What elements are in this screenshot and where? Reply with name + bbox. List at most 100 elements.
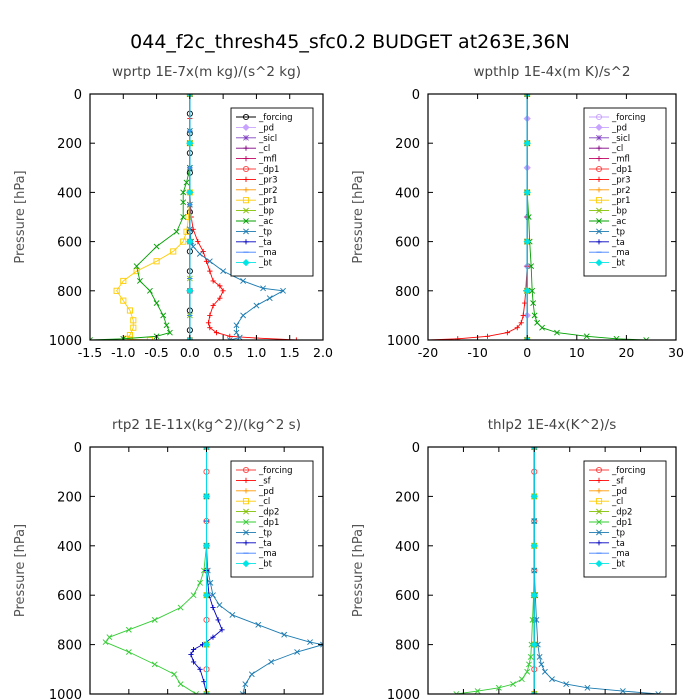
legend-marker_bt — [242, 559, 250, 568]
y-tick-label: 200 — [57, 137, 82, 152]
data-point_pr1 — [183, 228, 190, 235]
legend-marker_ta — [243, 540, 249, 546]
x-tick-label: 30 — [668, 345, 684, 360]
y-tick-label: 1000 — [387, 688, 420, 700]
data-point_pr3 — [293, 337, 299, 340]
chart-panel-3: rtp2 1E-11x(kg^2)/(kg^2 s) Pressure [hPa]… — [13, 417, 333, 700]
data-point_bt — [186, 237, 194, 246]
data-point_pr1 — [113, 287, 120, 294]
data-point_ac — [180, 189, 187, 196]
data-point_tp — [619, 688, 626, 694]
y-tick-label: 400 — [57, 540, 82, 555]
legend-marker_mfl — [596, 156, 602, 162]
data-point_pr3 — [217, 283, 223, 289]
data-point_pr1 — [130, 317, 137, 324]
legend-marker_pr3 — [243, 176, 249, 182]
legend-entry: _cl — [611, 497, 623, 507]
legend-entry: _bp — [611, 207, 627, 217]
data-point_ac — [153, 243, 160, 250]
data-point_ac — [531, 312, 538, 319]
data-point_tp — [280, 287, 286, 294]
legend-entry: _tp — [258, 227, 272, 237]
data-point_ta — [190, 659, 197, 665]
legend-marker_dp1 — [243, 519, 249, 525]
data-point_ac — [160, 312, 167, 319]
legend-entry: _pr1 — [258, 196, 278, 206]
data-point_pr1 — [126, 307, 133, 314]
y-tick-label: 1000 — [49, 334, 82, 349]
data-point_pr3 — [207, 325, 213, 331]
data-point_ac — [166, 329, 173, 336]
legend-entry: _pd — [611, 123, 627, 133]
legend-entry: _dp2 — [611, 508, 632, 518]
legend-entry: _pr3 — [258, 175, 278, 185]
data-point_tp — [226, 337, 233, 340]
data-point_ac — [528, 263, 535, 270]
data-point_ac — [163, 322, 170, 329]
y-tick-label: 400 — [57, 186, 82, 201]
data-point_pr3 — [203, 258, 210, 264]
y-tick-label: 200 — [395, 137, 420, 152]
legend-marker_pd — [242, 123, 250, 132]
data-point_tp — [229, 612, 236, 618]
legend-marker_dp1 — [595, 165, 603, 173]
legend-marker_ta — [243, 239, 249, 245]
data-point_dp1 — [453, 691, 460, 694]
legend-entry: _bt — [258, 259, 273, 269]
data-point_bt — [523, 287, 531, 295]
legend-marker_pd — [243, 488, 249, 494]
panel-title: thlp2 1E-4x(K^2)/s — [488, 417, 617, 433]
y-tick-label: 0 — [74, 441, 82, 456]
data-point_pr3 — [200, 248, 206, 255]
legend-entry: _bp — [258, 207, 274, 217]
data-point_tp — [239, 691, 246, 694]
legend-marker_mfl — [243, 156, 249, 162]
legend-marker_tp — [243, 529, 249, 536]
data-point_ac — [613, 335, 620, 340]
legend-entry: _ma — [258, 248, 277, 258]
data-point_dp1 — [190, 592, 197, 599]
y-tick-label: 800 — [395, 285, 420, 300]
data-point_dp1 — [526, 661, 532, 668]
data-point_ac — [180, 199, 187, 206]
data-point_tp — [584, 684, 591, 691]
y-tick-label: 800 — [57, 639, 82, 654]
data-point_tp — [294, 649, 301, 655]
plot-frame — [427, 93, 677, 341]
legend-marker_pr1 — [595, 197, 603, 204]
legend-marker_sf — [596, 477, 602, 483]
legend-marker_forcing — [242, 466, 250, 474]
data-point_bt — [530, 640, 538, 649]
data-point_bt — [186, 188, 194, 197]
data-point_ac — [529, 287, 536, 294]
data-point_ta — [210, 604, 216, 611]
x-tick-label: 0.5 — [213, 345, 233, 360]
y-tick-label: 800 — [395, 639, 420, 654]
series-line_ac — [90, 94, 191, 340]
data-point_ta — [210, 634, 216, 640]
data-point_pr3 — [210, 278, 216, 284]
legend-marker_bp — [596, 207, 602, 214]
data-point_ta — [197, 666, 203, 672]
data-point_bt — [186, 139, 194, 147]
legend-marker_bt — [595, 258, 603, 267]
data-point_tp — [320, 641, 323, 648]
data-point_bt — [523, 139, 531, 147]
data-point_tp — [268, 658, 275, 665]
legend-marker_ac — [243, 218, 249, 224]
x-tick-label: 1.0 — [246, 345, 266, 360]
data-point_dp1 — [527, 654, 534, 660]
panel-title: rtp2 1E-11x(kg^2)/(kg^2 s) — [112, 417, 301, 433]
data-point_dp1 — [106, 634, 113, 641]
legend-marker_pr1 — [242, 197, 250, 204]
data-point_dp1 — [102, 639, 109, 646]
data-point_ta — [190, 646, 197, 653]
data-point_pr1 — [130, 324, 137, 331]
data-point_tp — [260, 285, 267, 292]
data-point_ta — [219, 627, 225, 633]
data-point_pr1 — [180, 238, 187, 245]
legend-entry: _pr3 — [611, 175, 631, 185]
legend-entry: _ma — [258, 549, 277, 559]
data-point_pr3 — [514, 325, 520, 331]
